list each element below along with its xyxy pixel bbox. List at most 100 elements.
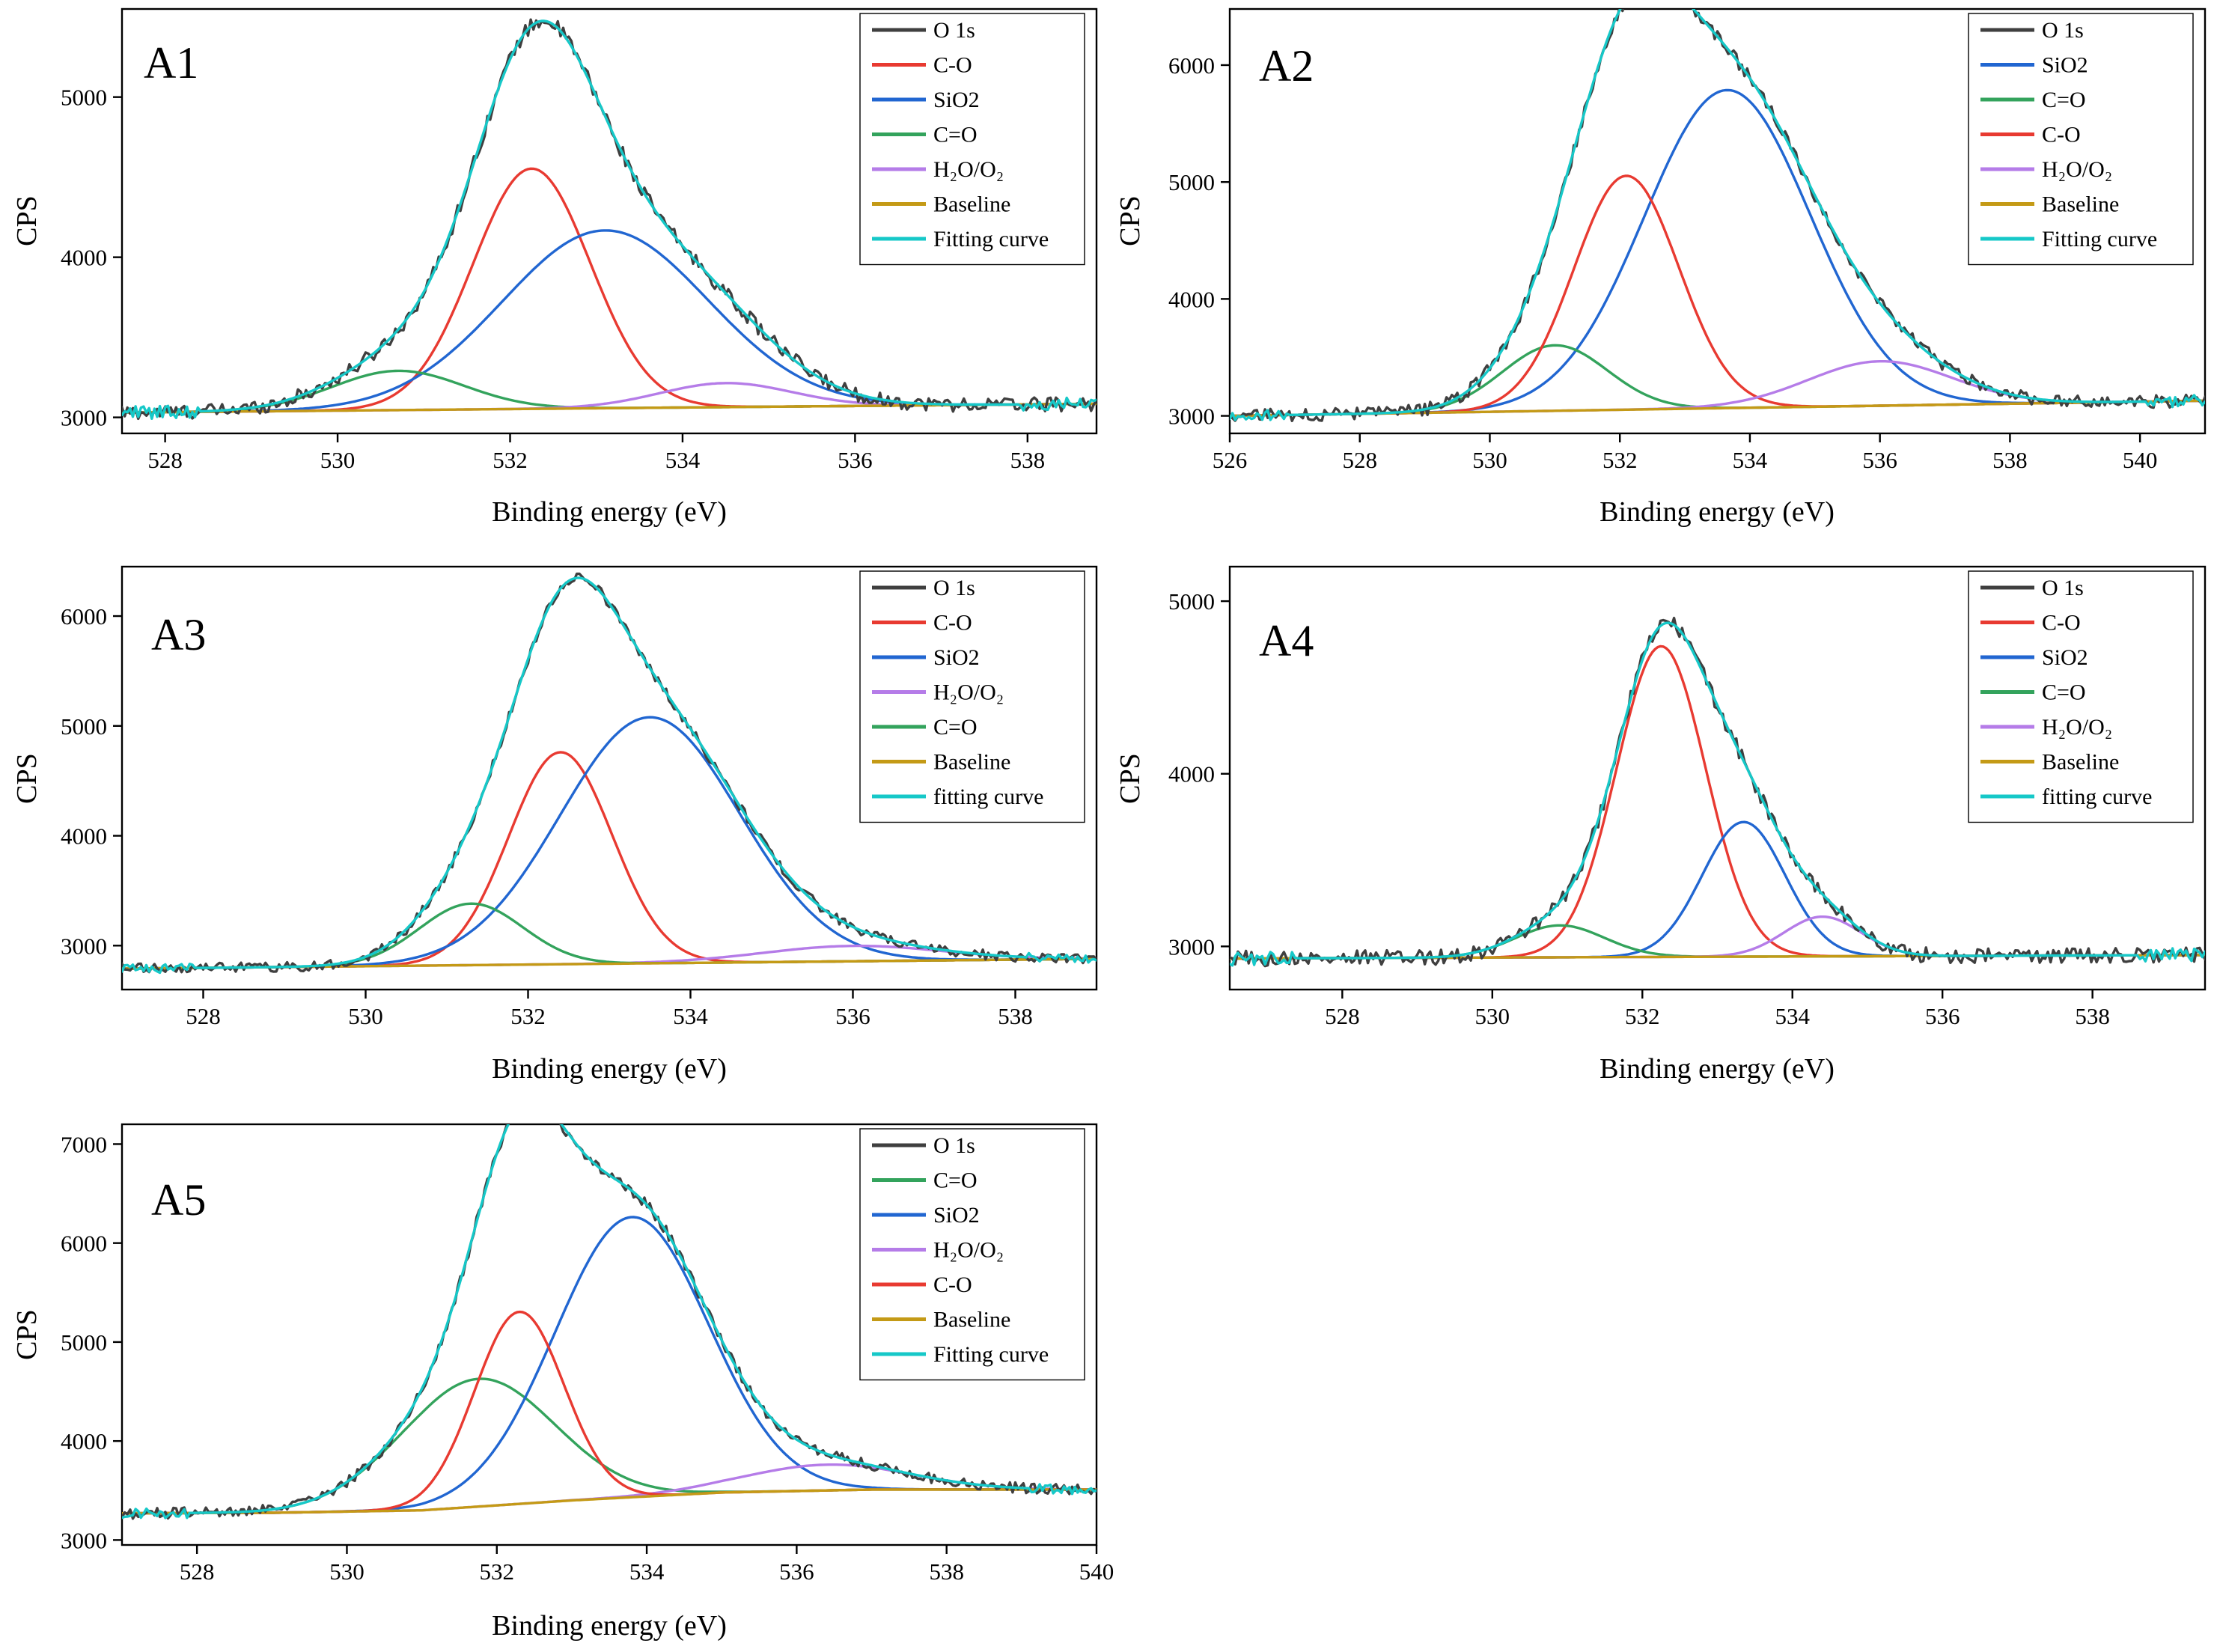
legend-label-h2o-o2-a1: H₂O/O₂: [933, 157, 1004, 182]
legend-box-a5: [859, 1128, 1085, 1381]
plot-frame-a4: [1228, 565, 2207, 991]
x-tick-label-a1: 536: [838, 447, 873, 473]
x-tick-label-a2: 532: [1602, 447, 1638, 473]
y-tick-label-a5: 5000: [61, 1329, 107, 1356]
x-tick-label-a2: 534: [1733, 447, 1768, 473]
x-tick-label-a4: 532: [1625, 1003, 1660, 1029]
fitting-curve-a1: [122, 19, 1097, 420]
x-tick-label-a2: 528: [1342, 447, 1377, 473]
component-c-o-curve-a5: [122, 1377, 1097, 1515]
legend-label-fitting-curve-a5: Fitting curve: [933, 1342, 1049, 1367]
panel-label-a4: A4: [1259, 616, 1314, 665]
panel-a2: A2 Binding energy (eV) CPS 526 528 530 532 5…: [1114, 7, 2207, 528]
panel-label-a3: A3: [151, 610, 206, 659]
y-tick-label-a4: 5000: [1168, 588, 1215, 615]
x-axis-title-a4: Binding energy (eV): [1599, 1053, 1835, 1085]
x-tick-label-a5: 532: [480, 1558, 515, 1585]
y-tick-label-a3: 5000: [61, 713, 107, 740]
x-tick-label-a5: 534: [629, 1558, 665, 1585]
plot-area-a5: [122, 1124, 1097, 1520]
legend-label-o-1s-a5: O 1s: [933, 1133, 975, 1158]
x-tick-label-a2: 540: [2123, 447, 2158, 473]
y-tick-label-a3: 3000: [61, 933, 107, 959]
x-tick-label-a2: 530: [1472, 447, 1507, 473]
x-tick-label-a3: 532: [510, 1003, 546, 1029]
baseline-curve-a5: [122, 1488, 1097, 1515]
y-axis-title-a3: CPS: [11, 753, 43, 804]
x-tick-label-a1: 530: [320, 447, 356, 473]
legend-label-baseline-a4: Baseline: [2042, 750, 2119, 775]
x-tick-label-a5: 538: [929, 1558, 964, 1585]
legend-label-baseline-a5: Baseline: [933, 1308, 1010, 1332]
plot-frame-a3: [121, 565, 1098, 991]
o1s-raw-curve-a1: [122, 18, 1097, 421]
x-tick-label-a5: 540: [1079, 1558, 1114, 1585]
x-axis-title-a5: Binding energy (eV): [492, 1610, 727, 1642]
x-tick-label-a3: 536: [835, 1003, 870, 1029]
legend-label-c-o-a3: C=O: [933, 715, 978, 740]
panel-a3: A3 Binding energy (eV) CPS 528 530 532 534 5…: [11, 565, 1098, 1085]
legend-box-a4: [1968, 570, 2194, 823]
x-tick-label-a4: 534: [1775, 1003, 1810, 1029]
x-axis-title-a1: Binding energy (eV): [492, 496, 727, 528]
x-tick-label-a4: 536: [1925, 1003, 1960, 1029]
panel-label-a5: A5: [151, 1175, 206, 1225]
legend-label-h2o-o2-a3: H₂O/O₂: [933, 680, 1004, 705]
legend-label-sio2-a4: SiO2: [2042, 645, 2088, 670]
legend-label-fitting-curve-a1: Fitting curve: [933, 227, 1049, 252]
legend-a2: O 1s SiO2 C=O C-O H₂O/O₂ Baseline Fitting curv…: [1968, 13, 2194, 266]
legend-label-c-o-a2: C=O: [2042, 88, 2086, 112]
legend-label-fitting-curve-a2: Fitting curve: [2042, 227, 2157, 252]
y-tick-label-a5: 3000: [61, 1527, 107, 1553]
plot-area-a3: [122, 572, 1097, 975]
y-tick-label-a4: 3000: [1168, 933, 1215, 960]
y-axis-title-a5: CPS: [11, 1309, 43, 1360]
x-tick-label-a2: 538: [1992, 447, 2028, 473]
legend-label-c-o-a1: C-O: [933, 53, 972, 78]
legend-label-h2o-o2-a4: H₂O/O₂: [2042, 715, 2112, 740]
plot-area-a4: [1230, 616, 2205, 968]
x-tick-label-a5: 528: [180, 1558, 215, 1585]
x-axis-title-a3: Binding energy (eV): [492, 1053, 727, 1085]
legend-label-h2o-o2-a2: H₂O/O₂: [2042, 157, 2112, 182]
fitting-curve-a3: [122, 576, 1097, 975]
legend-label-c-o-a2: C-O: [2042, 123, 2081, 147]
legend-a5: O 1s C=O SiO2 H₂O/O₂ C-O Baseline Fitting curv…: [859, 1128, 1085, 1381]
legend-label-o-1s-a1: O 1s: [933, 18, 975, 43]
panel-label-a2: A2: [1259, 41, 1314, 91]
legend-label-o-1s-a2: O 1s: [2042, 18, 2084, 43]
plot-frame-a1: [121, 7, 1098, 435]
legend-label-c-o-a5: C-O: [933, 1272, 972, 1297]
component-sio2-curve-a4: [1230, 820, 2205, 960]
y-axis-title-a2: CPS: [1114, 195, 1146, 246]
x-tick-label-a3: 530: [348, 1003, 383, 1029]
y-tick-label-a3: 6000: [61, 603, 107, 630]
x-tick-label-a2: 536: [1862, 447, 1897, 473]
legend-box-a3: [859, 570, 1085, 823]
x-tick-label-a4: 528: [1325, 1003, 1360, 1029]
x-tick-label-a2: 526: [1213, 447, 1248, 473]
y-axis-title-a1: CPS: [11, 195, 43, 246]
x-tick-label-a4: 530: [1475, 1003, 1510, 1029]
legend-label-o-1s-a4: O 1s: [2042, 576, 2084, 600]
panel-a4: A4 Binding energy (eV) CPS 528 530 532 534 5…: [1114, 565, 2207, 1085]
legend-label-o-1s-a3: O 1s: [933, 576, 975, 600]
legend-box-a2: [1968, 13, 2194, 266]
y-tick-label-a1: 3000: [61, 405, 107, 431]
x-tick-label-a5: 530: [329, 1558, 365, 1585]
x-tick-label-a1: 528: [147, 447, 183, 473]
legend-label-fitting-curve-a4: fitting curve: [2042, 784, 2152, 809]
panel-a1: A1 Binding energy (eV) CPS 528 530 532 534 5…: [11, 7, 1098, 528]
y-tick-label-a1: 4000: [61, 245, 107, 271]
y-tick-label-a2: 5000: [1168, 169, 1215, 195]
x-tick-label-a5: 536: [779, 1558, 814, 1585]
fitting-curve-a2: [1230, 9, 2205, 421]
x-tick-label-a1: 532: [492, 447, 528, 473]
y-tick-label-a4: 4000: [1168, 761, 1215, 787]
legend-label-c-o-a5: C=O: [933, 1168, 978, 1193]
x-tick-label-a3: 528: [186, 1003, 221, 1029]
x-tick-label-a3: 534: [673, 1003, 708, 1029]
legend-a1: O 1s C-O SiO2 C=O H₂O/O₂ Baseline Fitting curv…: [859, 13, 1085, 266]
x-axis-title-a2: Binding energy (eV): [1599, 496, 1835, 528]
